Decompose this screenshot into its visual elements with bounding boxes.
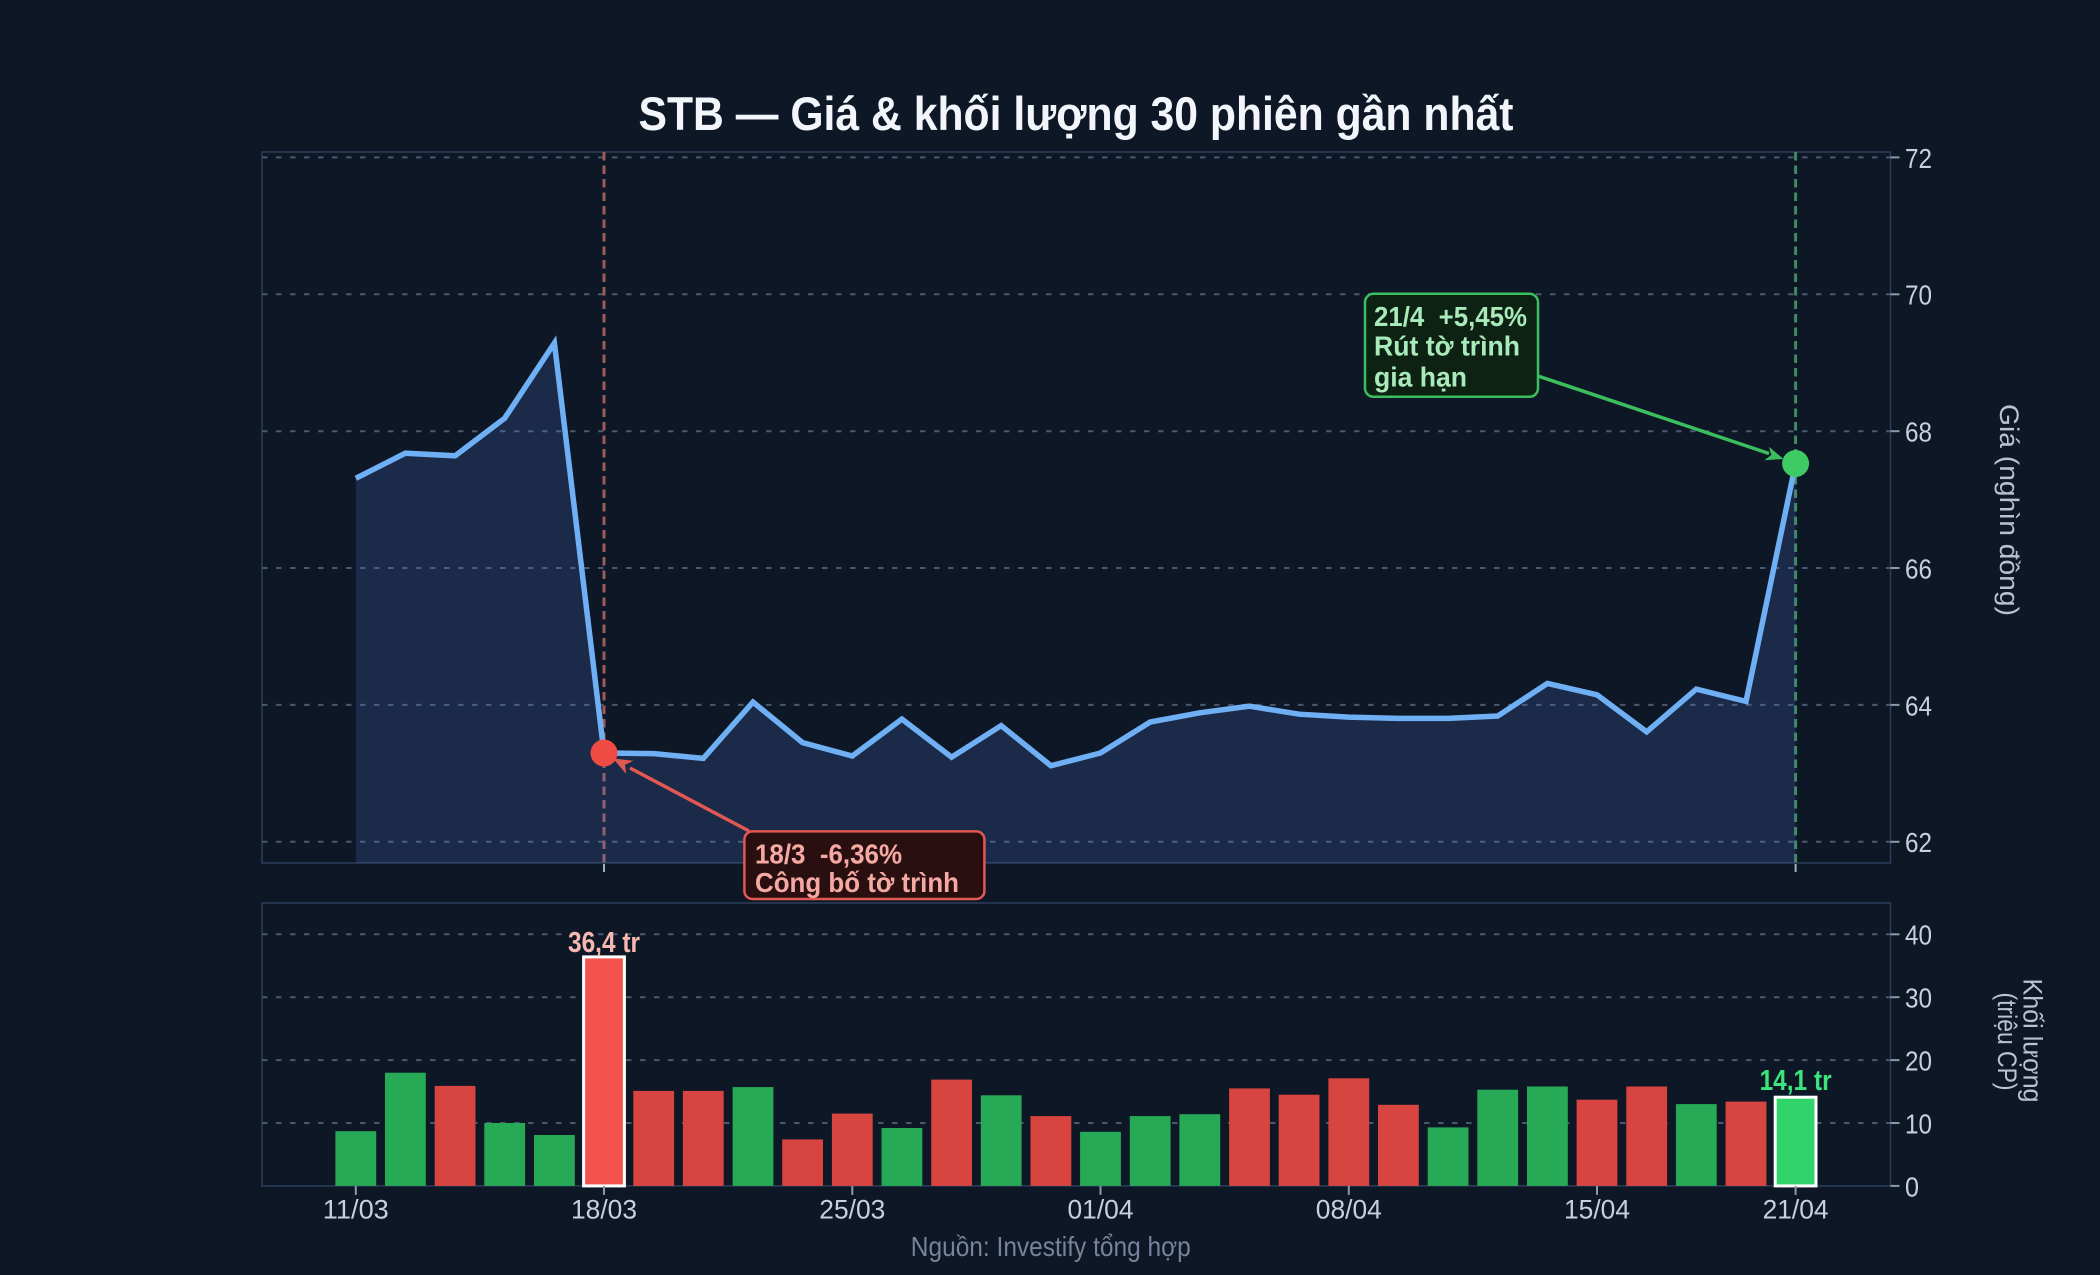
svg-text:11/03: 11/03 bbox=[323, 1195, 389, 1225]
svg-text:Khối lượng: Khối lượng bbox=[2018, 979, 2048, 1103]
svg-text:25/03: 25/03 bbox=[819, 1195, 885, 1225]
svg-text:72: 72 bbox=[1905, 143, 1932, 174]
svg-text:62: 62 bbox=[1905, 827, 1932, 858]
svg-text:0: 0 bbox=[1905, 1171, 1919, 1202]
svg-text:(triệu CP): (triệu CP) bbox=[1992, 993, 2022, 1091]
svg-text:10: 10 bbox=[1905, 1108, 1932, 1139]
svg-text:Giá (nghìn đồng): Giá (nghìn đồng) bbox=[1994, 404, 2024, 616]
svg-text:Nguồn: Investify tổng hợp: Nguồn: Investify tổng hợp bbox=[911, 1231, 1191, 1262]
svg-text:18/3 -6,36%: 18/3 -6,36% bbox=[755, 839, 902, 870]
svg-text:21/04: 21/04 bbox=[1763, 1195, 1829, 1225]
svg-text:14,1 tr: 14,1 tr bbox=[1760, 1065, 1832, 1097]
svg-text:64: 64 bbox=[1905, 690, 1932, 721]
svg-text:gia hạn: gia hạn bbox=[1374, 361, 1467, 392]
svg-text:Công bố tờ trình: Công bố tờ trình bbox=[755, 867, 959, 898]
svg-text:15/04: 15/04 bbox=[1564, 1195, 1630, 1225]
svg-text:66: 66 bbox=[1905, 553, 1932, 584]
svg-text:30: 30 bbox=[1905, 983, 1932, 1014]
svg-text:21/4 +5,45%: 21/4 +5,45% bbox=[1374, 301, 1527, 332]
svg-text:68: 68 bbox=[1905, 417, 1932, 448]
svg-text:STB — Giá & khối lượng 30 phiê: STB — Giá & khối lượng 30 phiên gần nhất bbox=[639, 87, 1514, 140]
svg-text:18/03: 18/03 bbox=[571, 1195, 637, 1225]
svg-text:08/04: 08/04 bbox=[1316, 1195, 1382, 1225]
svg-text:Rút tờ trình: Rút tờ trình bbox=[1374, 331, 1520, 362]
svg-text:36,4 tr: 36,4 tr bbox=[568, 927, 640, 959]
svg-text:20: 20 bbox=[1905, 1046, 1932, 1077]
svg-text:01/04: 01/04 bbox=[1068, 1195, 1134, 1225]
svg-text:70: 70 bbox=[1905, 280, 1932, 311]
svg-text:40: 40 bbox=[1905, 920, 1932, 951]
